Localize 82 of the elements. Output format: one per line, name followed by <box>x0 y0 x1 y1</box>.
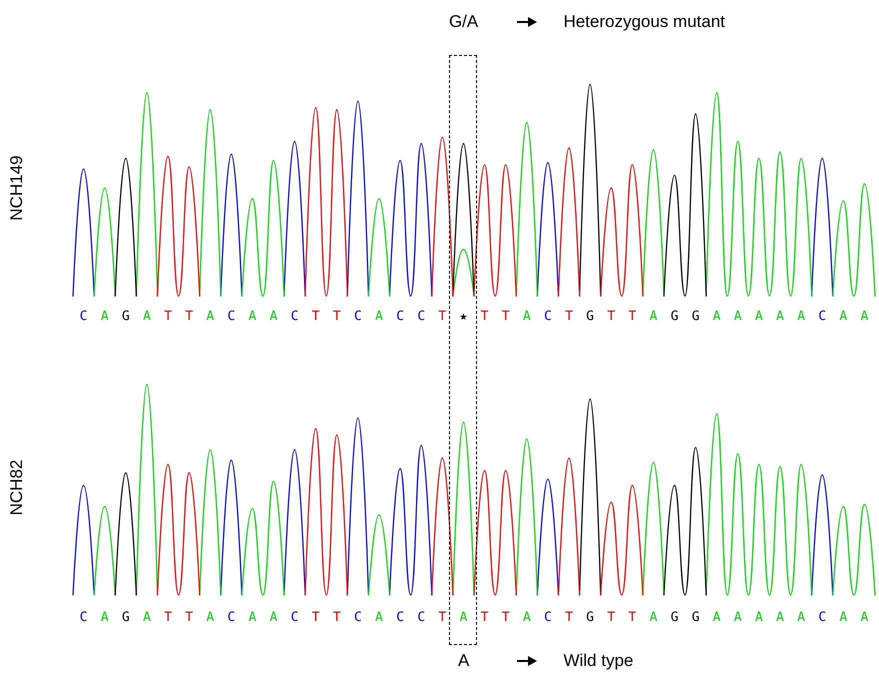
x-tick-label: T <box>480 309 489 324</box>
text: G/A <box>448 12 478 32</box>
x-tick-label: A <box>206 610 214 625</box>
x-tick-label: ★ <box>460 309 468 324</box>
x-tick-label: A <box>522 610 531 625</box>
x-tick-label: T <box>312 610 320 625</box>
x-tick-label: A <box>776 610 784 625</box>
x-tick-label: A <box>142 610 151 625</box>
x-tick-label: T <box>438 610 446 625</box>
x-tick-label: A <box>460 610 468 625</box>
x-tick-label: T <box>164 309 172 324</box>
x-tick-label: C <box>544 610 552 625</box>
x-tick-label: A <box>248 309 256 324</box>
x-tick-label: A <box>248 610 256 625</box>
x-tick-label: A <box>649 309 658 324</box>
x-tick-label: C <box>417 309 426 324</box>
x-tick-label: G <box>692 610 700 625</box>
x-tick-label: C <box>396 610 404 625</box>
x-tick-label: A <box>206 309 214 324</box>
x-tick-label: G <box>670 309 679 324</box>
x-tick-label: T <box>480 610 489 625</box>
x-tick-label: C <box>544 309 552 324</box>
x-tick-label: A <box>270 309 278 324</box>
x-tick-label: A <box>100 309 109 324</box>
x-tick-label: A <box>839 309 848 324</box>
x-tick-label: T <box>565 610 574 625</box>
x-tick-label: A <box>839 610 848 625</box>
x-tick-label: T <box>185 610 194 625</box>
x-tick-label: C <box>80 309 88 324</box>
x-tick-label: T <box>565 309 574 324</box>
x-tick-label: G <box>586 610 594 625</box>
x-tick-label: T <box>438 309 446 324</box>
x-tick-label: A <box>712 309 721 324</box>
y-axis-title: NCH82 <box>7 460 26 516</box>
x-tick-label: T <box>332 610 341 625</box>
x-tick-label: G <box>122 309 130 324</box>
x-tick-label: A <box>522 309 531 324</box>
x-tick-label: G <box>692 309 700 324</box>
x-tick-label: T <box>312 309 320 324</box>
x-tick-label: T <box>502 309 510 324</box>
x-tick-label: A <box>649 610 658 625</box>
x-tick-label: C <box>818 309 826 324</box>
x-tick-label: G <box>122 610 130 625</box>
x-tick-label: C <box>396 309 404 324</box>
x-tick-label: C <box>227 610 236 625</box>
x-tick-label: A <box>755 610 764 625</box>
y-axis-title: NCH149 <box>7 155 26 221</box>
x-tick-label: T <box>607 610 616 625</box>
x-tick-label: T <box>185 309 194 324</box>
x-tick-label: A <box>375 610 384 625</box>
x-tick-label: A <box>734 610 742 625</box>
x-tick-label: G <box>670 610 679 625</box>
x-tick-label: A <box>734 309 742 324</box>
text: Heterozygous mutant <box>563 12 726 32</box>
x-tick-label: C <box>417 610 426 625</box>
x-tick-label: T <box>628 309 636 324</box>
x-tick-label: C <box>227 309 236 324</box>
x-tick-label: C <box>80 610 88 625</box>
x-tick-label: C <box>290 309 299 324</box>
x-tick-label: A <box>797 610 806 625</box>
x-tick-label: T <box>332 309 341 324</box>
x-tick-label: A <box>776 309 784 324</box>
x-tick-label: G <box>586 309 594 324</box>
x-tick-label: A <box>860 610 869 625</box>
x-tick-label: C <box>290 610 299 625</box>
x-tick-label: A <box>860 309 869 324</box>
x-tick-label: T <box>164 610 172 625</box>
x-tick-label: A <box>712 610 721 625</box>
x-tick-label: A <box>755 309 764 324</box>
x-tick-label: T <box>607 309 616 324</box>
x-tick-label: A <box>270 610 278 625</box>
x-tick-label: C <box>354 309 362 324</box>
x-tick-label: T <box>502 610 510 625</box>
x-tick-label: C <box>354 610 362 625</box>
x-tick-label: A <box>100 610 109 625</box>
x-tick-label: A <box>797 309 806 324</box>
text: A <box>458 651 470 671</box>
x-tick-label: T <box>628 610 636 625</box>
x-tick-label: A <box>142 309 151 324</box>
text: Wild type <box>563 651 634 671</box>
x-tick-label: C <box>818 610 826 625</box>
x-tick-label: A <box>375 309 384 324</box>
